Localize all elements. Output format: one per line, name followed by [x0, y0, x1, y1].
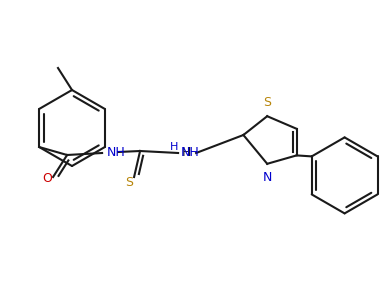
Text: H: H: [170, 142, 178, 152]
Text: H: H: [182, 145, 191, 158]
Text: S: S: [125, 177, 133, 190]
Text: NH: NH: [181, 145, 200, 158]
Text: S: S: [263, 96, 271, 109]
Text: NH: NH: [107, 145, 126, 158]
Text: O: O: [42, 173, 52, 185]
Text: N: N: [263, 171, 272, 184]
